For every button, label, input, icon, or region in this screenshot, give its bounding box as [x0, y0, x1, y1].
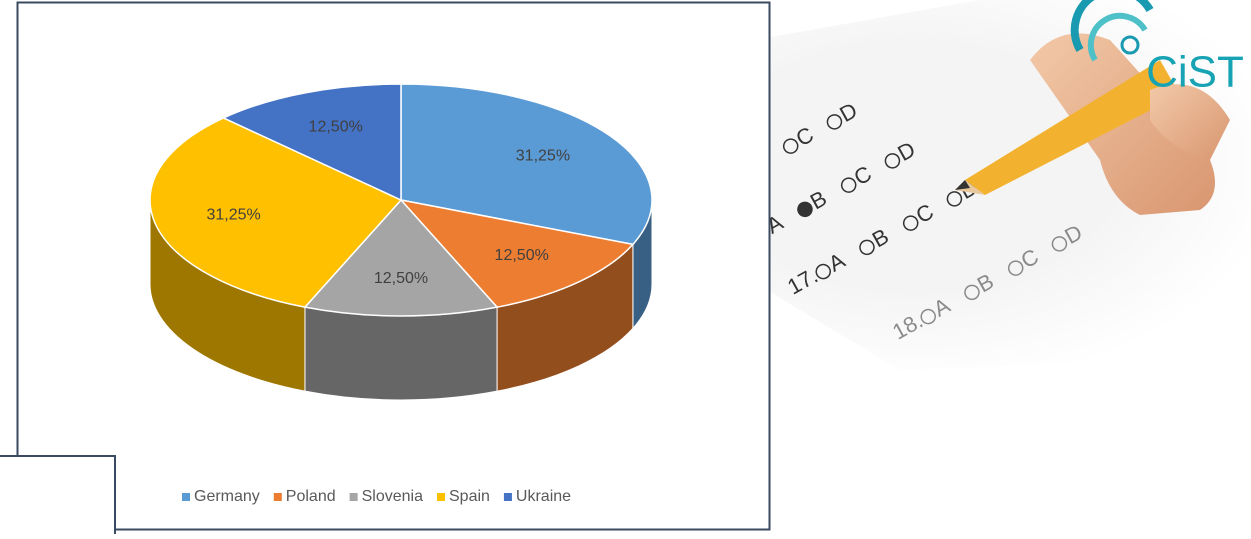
slice — [400, 83, 653, 246]
data-label: 12,50% — [374, 270, 428, 287]
legend-label: Germany — [194, 488, 260, 505]
legend-label: Slovenia — [362, 488, 423, 505]
pencil-hand — [955, 33, 1230, 216]
slice — [398, 198, 635, 308]
pie: 31,25% 12,50% 12,50% 31,25% 12,50% — [149, 83, 653, 401]
answer-bubble — [859, 239, 875, 256]
overlay-box — [0, 455, 116, 537]
logo-text: CiST — [1146, 48, 1244, 97]
answer-bubble — [920, 308, 936, 325]
data-label: 12,50% — [309, 118, 363, 135]
answer-bubble — [782, 138, 799, 154]
legend-swatch — [437, 493, 445, 501]
legend-swatch — [273, 493, 282, 501]
legend: Germany Poland Slovenia Spain Ukraine — [182, 488, 571, 505]
answer-bubble — [946, 191, 963, 207]
logo: CiST — [1070, 0, 1244, 97]
legend-swatch — [349, 493, 358, 501]
legend-swatch — [182, 493, 190, 501]
answer-bubble — [884, 153, 901, 169]
slice — [303, 198, 499, 317]
answer-bubble — [815, 263, 831, 280]
slice — [149, 117, 403, 308]
answer-bubble — [902, 215, 919, 231]
legend-swatch — [503, 493, 512, 501]
data-label: 31,25% — [516, 147, 570, 164]
slice-side — [304, 306, 498, 401]
answer-bubble — [797, 201, 813, 218]
answer-bubble — [826, 114, 843, 130]
answer-bubble — [1007, 260, 1024, 276]
slice — [221, 83, 402, 202]
answer-bubble — [840, 177, 857, 193]
legend-label: Poland — [286, 488, 336, 505]
legend-label: Ukraine — [516, 488, 571, 505]
answer-bubble — [1051, 236, 1068, 252]
data-label: 31,25% — [206, 207, 260, 224]
legend-label: Spain — [449, 488, 490, 505]
data-label: 12,50% — [495, 247, 549, 264]
answer-bubble — [964, 284, 980, 301]
